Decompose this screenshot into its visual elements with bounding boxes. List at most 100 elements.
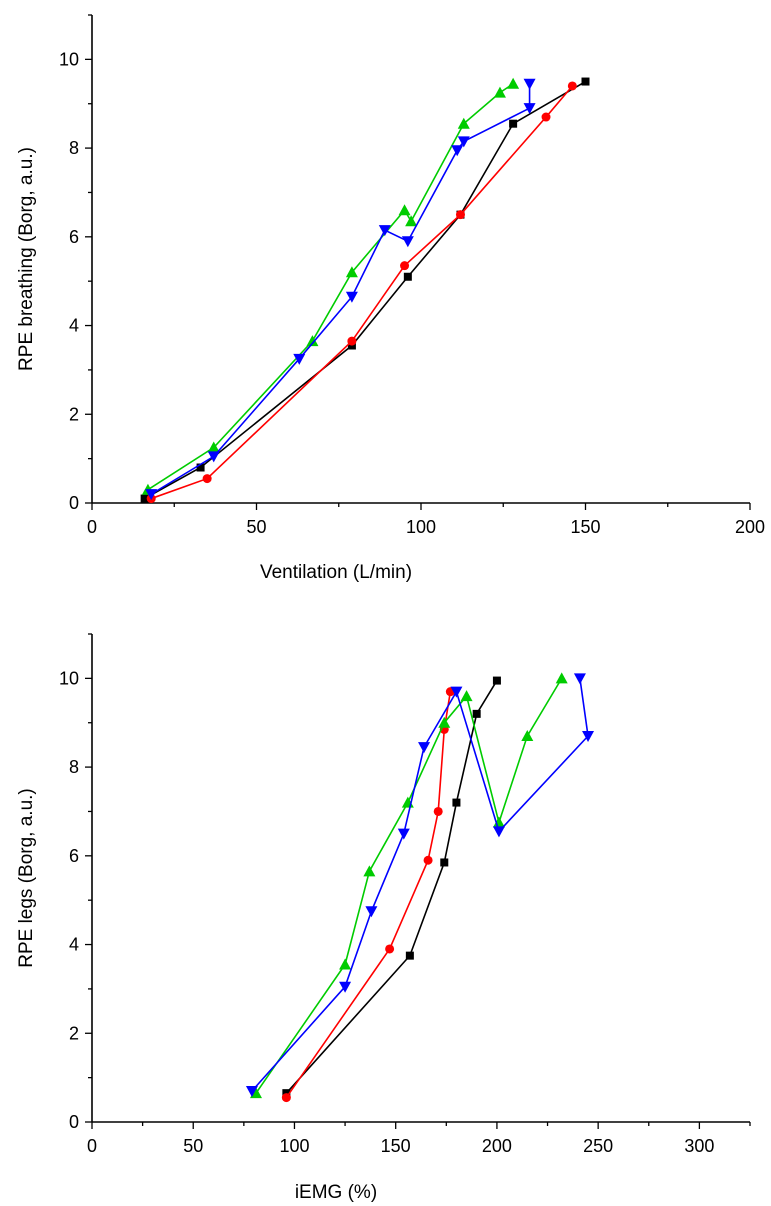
series-0 bbox=[282, 676, 501, 1098]
data-point bbox=[293, 353, 306, 365]
data-point bbox=[438, 716, 451, 728]
data-point bbox=[451, 145, 464, 157]
x-tick-label: 100 bbox=[406, 517, 436, 537]
y-tick-label: 2 bbox=[69, 404, 79, 424]
series-line bbox=[285, 680, 498, 1094]
series-line bbox=[150, 85, 573, 500]
data-point bbox=[418, 742, 431, 754]
data-point bbox=[423, 855, 433, 865]
series-line bbox=[150, 83, 531, 495]
data-point bbox=[492, 676, 501, 685]
x-tick-label: 100 bbox=[279, 1136, 309, 1156]
y-tick-label: 10 bbox=[59, 49, 79, 69]
data-point bbox=[363, 865, 376, 877]
y-tick-label: 8 bbox=[69, 138, 79, 158]
series-line bbox=[251, 678, 589, 1092]
data-point bbox=[401, 236, 414, 248]
chart-iemg: 0 50 100 150 200 250 300 0 2 4 6 8 10 iEMG (%) RPE leg… bbox=[16, 633, 751, 1203]
data-point bbox=[245, 1085, 258, 1097]
data-point bbox=[345, 291, 358, 303]
data-point bbox=[460, 690, 473, 702]
x-tick-label: 150 bbox=[381, 1136, 411, 1156]
data-point bbox=[403, 272, 412, 281]
data-point bbox=[339, 981, 352, 993]
series-1 bbox=[146, 81, 577, 504]
data-point bbox=[140, 494, 149, 503]
series-line bbox=[255, 677, 563, 1094]
y-axis-title: RPE legs (Borg, a.u.) bbox=[16, 788, 37, 968]
data-point bbox=[493, 86, 506, 98]
x-axis-title: iEMG (%) bbox=[295, 1182, 377, 1203]
x-tick-label: 50 bbox=[246, 517, 266, 537]
data-point bbox=[521, 730, 534, 742]
data-point bbox=[541, 112, 551, 122]
series-2 bbox=[141, 77, 520, 495]
data-point bbox=[207, 441, 220, 453]
x-tick-label: 0 bbox=[87, 517, 97, 537]
data-point bbox=[249, 1087, 262, 1099]
data-point bbox=[345, 266, 358, 278]
series-2 bbox=[249, 672, 568, 1099]
data-point bbox=[145, 489, 158, 501]
data-point bbox=[567, 81, 577, 91]
data-point bbox=[405, 215, 418, 227]
y-tick-label: 8 bbox=[69, 757, 79, 777]
data-point bbox=[347, 336, 357, 346]
data-point bbox=[397, 828, 410, 840]
data-point bbox=[306, 335, 319, 347]
data-point bbox=[452, 798, 461, 807]
data-point bbox=[523, 103, 536, 115]
data-point bbox=[492, 816, 505, 828]
y-tick-label: 4 bbox=[69, 316, 79, 336]
data-point bbox=[339, 958, 352, 970]
chart-ventilation: 0 50 100 150 200 0 2 4 6 8 10 Ventilation (L/min) RP… bbox=[16, 14, 765, 583]
series-line bbox=[144, 80, 586, 500]
data-point bbox=[440, 858, 449, 867]
y-tick-label: 0 bbox=[69, 1112, 79, 1132]
x-tick-label: 0 bbox=[87, 1136, 97, 1156]
x-tick-label: 300 bbox=[684, 1136, 714, 1156]
series-line bbox=[285, 691, 452, 1099]
x-tick-label: 200 bbox=[735, 517, 765, 537]
data-point bbox=[507, 77, 520, 89]
data-point bbox=[207, 451, 220, 463]
data-point bbox=[281, 1093, 291, 1103]
series-0 bbox=[140, 77, 590, 503]
data-point bbox=[581, 77, 590, 86]
data-point bbox=[457, 117, 470, 129]
y-tick-label: 2 bbox=[69, 1023, 79, 1043]
data-point bbox=[455, 210, 465, 220]
y-axis-title: RPE breathing (Borg, a.u.) bbox=[16, 147, 37, 371]
data-point bbox=[405, 951, 414, 960]
series-line bbox=[147, 83, 514, 491]
y-tick-label: 10 bbox=[59, 668, 79, 688]
y-tick-label: 6 bbox=[69, 846, 79, 866]
x-tick-label: 150 bbox=[570, 517, 600, 537]
data-point bbox=[555, 672, 568, 684]
series-3 bbox=[145, 78, 536, 501]
data-point bbox=[365, 906, 378, 918]
data-point bbox=[457, 136, 470, 148]
y-tick-label: 0 bbox=[69, 493, 79, 513]
data-point bbox=[573, 673, 586, 685]
data-point bbox=[509, 119, 518, 128]
data-point bbox=[400, 261, 410, 271]
x-tick-label: 250 bbox=[583, 1136, 613, 1156]
data-point bbox=[202, 474, 212, 484]
x-axis-title: Ventilation (L/min) bbox=[260, 562, 412, 583]
data-point bbox=[196, 463, 205, 472]
data-point bbox=[450, 686, 463, 698]
data-point bbox=[385, 944, 395, 954]
data-point bbox=[582, 731, 595, 743]
data-point bbox=[398, 204, 411, 216]
data-point bbox=[433, 806, 443, 816]
y-tick-label: 4 bbox=[69, 935, 79, 955]
x-tick-label: 50 bbox=[183, 1136, 203, 1156]
data-point bbox=[492, 826, 505, 838]
data-point bbox=[472, 709, 481, 718]
series-3 bbox=[245, 673, 595, 1097]
x-tick-label: 200 bbox=[482, 1136, 512, 1156]
y-tick-label: 6 bbox=[69, 227, 79, 247]
series-1 bbox=[281, 687, 455, 1103]
